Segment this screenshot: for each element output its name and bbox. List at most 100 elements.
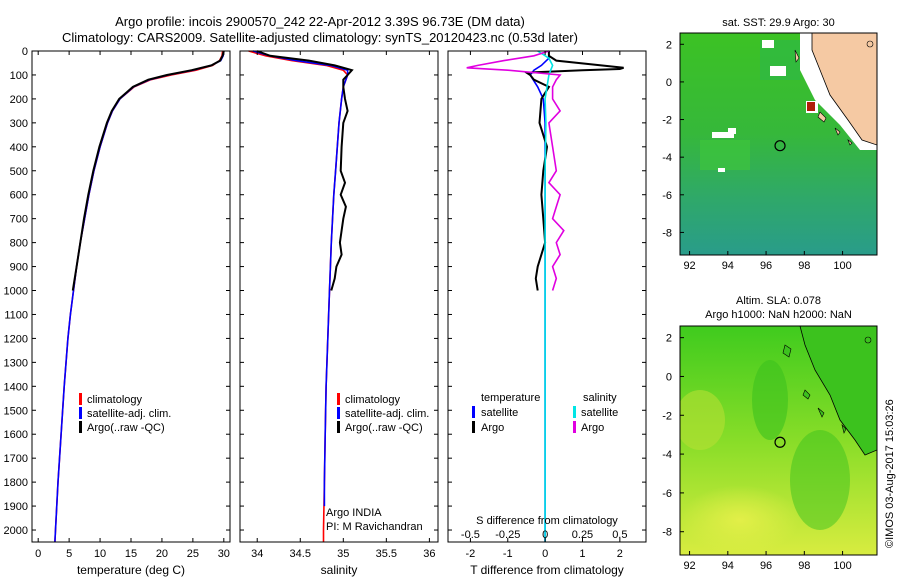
temperature-series-satellite-adj-clim-: [54, 50, 225, 543]
depth-tick-label: 700: [10, 214, 28, 226]
legend-swatch: [79, 407, 82, 419]
map-lon-label: 92: [683, 260, 695, 272]
temperature-xtick-label: 5: [66, 548, 72, 560]
map-lat-label: -4: [662, 449, 672, 461]
difference-top-xlabel: S difference from climatology: [476, 515, 618, 527]
map-lat-label: -6: [662, 488, 672, 500]
map-lat-label: -8: [662, 527, 672, 539]
map-title: sat. SST: 29.9 Argo: 30: [722, 17, 835, 29]
legend-label: Argo: [481, 422, 504, 434]
pi-annotation-line: PI: M Ravichandran: [326, 521, 423, 533]
map-lon-label: 100: [833, 560, 851, 572]
map-lat-label: -2: [662, 410, 672, 422]
legend-swatch: [79, 393, 82, 405]
legend-swatch: [337, 421, 340, 433]
map-lon-label: 98: [798, 260, 810, 272]
difference-xtick-label: 1: [579, 548, 585, 560]
depth-tick-label: 400: [10, 142, 28, 154]
sla-coastline: [799, 326, 877, 456]
legend-label: satellite: [581, 407, 618, 419]
s-diff-tick-label: 0.5: [612, 529, 627, 541]
salinity-series-argo-raw-qc-: [256, 50, 354, 291]
legend-label: satellite-adj. clim.: [87, 408, 171, 420]
salinity-legend: climatology satellite-adj. clim. Argo(..ra…: [337, 393, 429, 434]
sst-hot-pixel: [807, 102, 815, 111]
temperature-xtick-label: 20: [156, 548, 168, 560]
pi-annotation-line: Argo INDIA: [326, 507, 382, 519]
s-diff-tick-label: 0.25: [572, 529, 593, 541]
legend-swatch: [573, 421, 576, 433]
depth-tick-label: 1100: [4, 309, 28, 321]
depth-tick-label: 1000: [4, 286, 28, 298]
legend-swatch: [472, 421, 475, 433]
difference-xtick-label: -1: [503, 548, 513, 560]
map-lat-label: -8: [662, 227, 672, 239]
map-title-line-2: Argo h1000: NaN h2000: NaN: [705, 309, 852, 321]
sla-map-frame: [679, 325, 878, 556]
map-lat-label: 2: [666, 333, 672, 345]
sst-map-frame: [679, 32, 878, 256]
legend-swatch: [337, 407, 340, 419]
temperature-xtick-label: 30: [218, 548, 230, 560]
salinity-annotation: Argo INDIA PI: M Ravichandran: [326, 507, 423, 533]
sst-map-axes: 92 94 96 98 100 2 0 -2 -4 -6 -8 sat. SST: 29.9 Argo…: [662, 17, 852, 272]
legend-label: Argo(..raw -QC): [87, 422, 165, 434]
legend-label: Argo(..raw -QC): [345, 422, 423, 434]
depth-tick-label: 1600: [4, 429, 28, 441]
legend-salinity-title: salinity: [583, 392, 617, 404]
sst-map-panel: [680, 33, 877, 255]
difference-series-salinity-argo: [466, 50, 565, 291]
map-lon-label: 96: [760, 560, 772, 572]
depth-tick-label: 1700: [4, 453, 28, 465]
depth-tick-label: 2000: [4, 525, 28, 537]
depth-tick-label: 100: [10, 70, 28, 82]
depth-tick-label: 300: [10, 118, 28, 130]
salinity-xlabel: salinity: [321, 563, 358, 577]
figure-title-line-2: Climatology: CARS2009. Satellite-adjuste…: [62, 30, 578, 45]
legend-swatch: [79, 421, 82, 433]
depth-tick-label: 1200: [4, 333, 28, 345]
depth-tick-label: 1400: [4, 381, 28, 393]
sla-map-axes: 92 94 96 98 100 2 0 -2 -4 -6 -8 Altim. SLA: 0.078 Ar…: [662, 295, 852, 572]
s-diff-tick-label: 0: [542, 529, 548, 541]
salinity-series-satellite-adj-clim-: [252, 50, 349, 507]
depth-tick-label: 1500: [4, 405, 28, 417]
depth-tick-label: 900: [10, 262, 28, 274]
temperature-legend: climatology satellite-adj. clim. Argo(..ra…: [79, 393, 171, 434]
map-annotations: 92 94 96 98 100 2 0 -2 -4 -6 -8 sat. SST: 29.9 Argo…: [662, 17, 852, 572]
depth-tick-label: 1800: [4, 477, 28, 489]
temperature-series-climatology: [54, 50, 224, 543]
imos-timestamp: ©IMOS 03-Aug-2017 15:03:26: [884, 399, 896, 548]
depth-tick-label: 200: [10, 94, 28, 106]
argo-float-marker: [774, 140, 786, 152]
temperature-series-argo-raw-qc-: [71, 50, 225, 291]
temperature-xlabel: temperature (deg C): [77, 563, 185, 577]
legend-label: climatology: [345, 394, 401, 406]
legend-label: climatology: [87, 394, 143, 406]
difference-xtick-label: 2: [617, 548, 623, 560]
map-lon-label: 92: [683, 560, 695, 572]
salinity-xtick-label: 36: [423, 548, 435, 560]
map-lat-label: -2: [662, 115, 672, 127]
map-lon-label: 98: [798, 560, 810, 572]
argo-float-marker: [774, 436, 786, 448]
map-lat-label: 0: [666, 371, 672, 383]
sla-map-panel: [680, 326, 877, 555]
temperature-xtick-label: 15: [125, 548, 137, 560]
temperature-panel: 0100200300400500600700800900100011001200…: [4, 46, 231, 577]
salinity-series-climatology: [248, 50, 349, 542]
map-lon-label: 94: [722, 260, 734, 272]
map-lon-label: 100: [833, 260, 851, 272]
profile-panels: 0100200300400500600700800900100011001200…: [4, 46, 647, 577]
salinity-xtick-label: 34.5: [290, 548, 311, 560]
sumatra-land: [811, 33, 877, 146]
temperature-xtick-label: 25: [187, 548, 199, 560]
salinity-xtick-label: 34: [251, 548, 263, 560]
legend-label: satellite-adj. clim.: [345, 408, 429, 420]
salinity-xtick-label: 35.5: [376, 548, 397, 560]
map-lon-label: 96: [760, 260, 772, 272]
legend-swatch: [472, 406, 475, 418]
legend-swatch: [573, 406, 576, 418]
